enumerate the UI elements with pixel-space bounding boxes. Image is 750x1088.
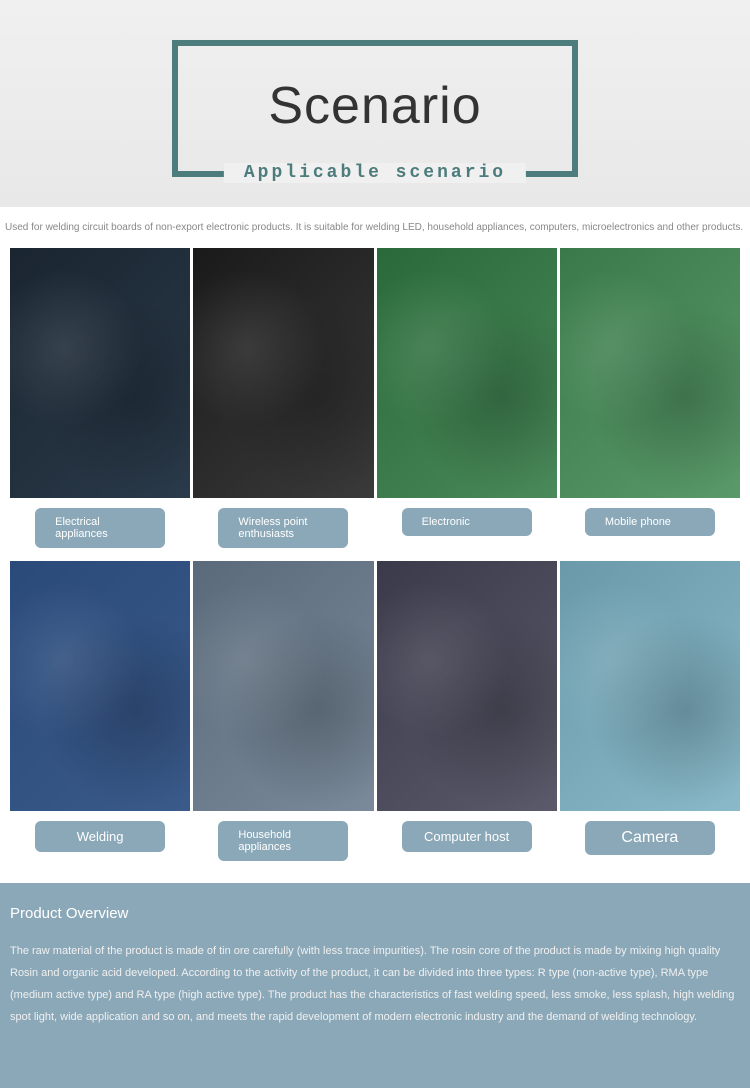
label-camera: Camera — [585, 821, 715, 855]
image-mobile — [560, 248, 740, 498]
label-electrical: Electrical appliances — [35, 508, 165, 548]
page-title: Scenario — [268, 76, 481, 136]
label-mobile: Mobile phone — [585, 508, 715, 536]
grid-item-mobile: Mobile phone — [560, 248, 740, 558]
overview-section: Product Overview The raw material of the… — [0, 883, 750, 1088]
grid-item-welding: Welding — [10, 561, 190, 871]
grid-item-wireless: Wireless point enthusiasts — [193, 248, 373, 558]
label-wireless: Wireless point enthusiasts — [218, 508, 348, 548]
image-welding — [10, 561, 190, 811]
grid-item-electronic: Electronic — [377, 248, 557, 558]
description-text: Used for welding circuit boards of non-e… — [0, 207, 750, 248]
header-section: Scenario Applicable scenario — [0, 0, 750, 207]
grid-item-camera: Camera — [560, 561, 740, 871]
label-electronic: Electronic — [402, 508, 532, 536]
page-subtitle: Applicable scenario — [224, 163, 526, 183]
image-electrical — [10, 248, 190, 498]
image-household — [193, 561, 373, 811]
image-computer — [377, 561, 557, 811]
header-box: Scenario Applicable scenario — [172, 40, 577, 177]
label-welding: Welding — [35, 821, 165, 852]
scenario-grid: Electrical appliances Wireless point ent… — [0, 248, 750, 871]
image-camera — [560, 561, 740, 811]
label-computer: Computer host — [402, 821, 532, 852]
image-wireless — [193, 248, 373, 498]
image-electronic — [377, 248, 557, 498]
grid-item-computer: Computer host — [377, 561, 557, 871]
overview-title: Product Overview — [10, 905, 740, 922]
label-household: Household appliances — [218, 821, 348, 861]
grid-item-household: Household appliances — [193, 561, 373, 871]
grid-item-electrical: Electrical appliances — [10, 248, 190, 558]
overview-text: The raw material of the product is made … — [10, 940, 740, 1028]
